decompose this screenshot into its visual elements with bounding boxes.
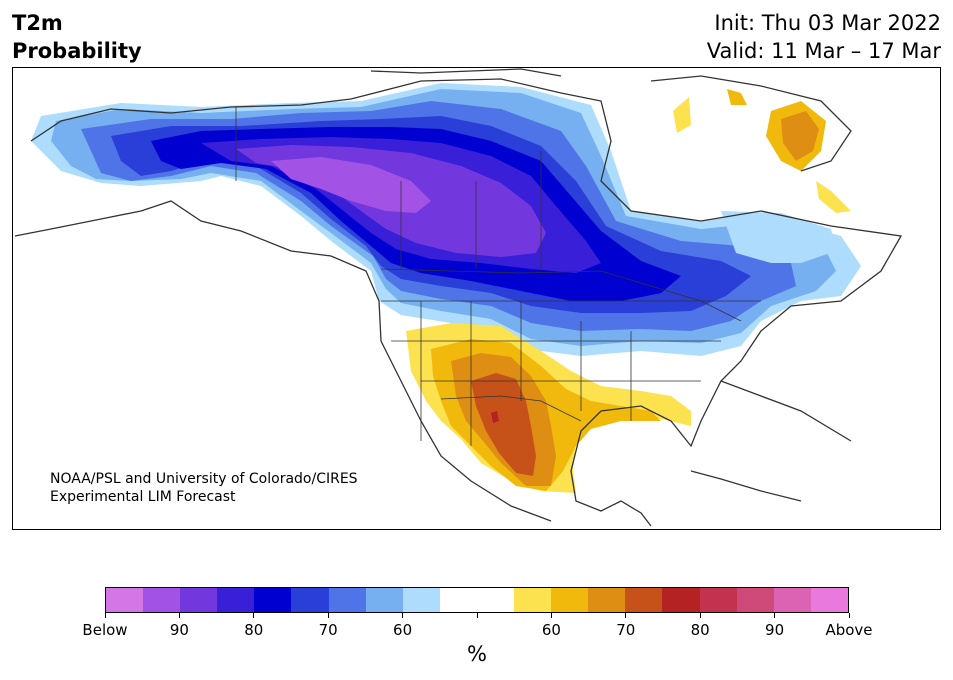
colorbar-tick-label: 80 <box>244 621 264 639</box>
above-band-greenland-5 <box>816 181 851 213</box>
colorbar-tick <box>774 613 776 618</box>
colorbar-tick-label: Above <box>825 621 873 639</box>
colorbar-segment <box>514 588 552 612</box>
colorbar-tick <box>550 613 552 618</box>
above-band-greenland-2 <box>781 111 819 161</box>
colorbar-segment <box>217 588 255 612</box>
title-line-2: Probability <box>12 39 142 63</box>
above-band-75 <box>491 411 499 423</box>
title-line-1: T2m <box>12 11 63 35</box>
below-band-90 <box>271 157 431 213</box>
colorbar-segment <box>551 588 589 612</box>
colorbar-segment <box>106 588 144 612</box>
map-panel: NOAA/PSL and University of Colorado/CIRE… <box>12 67 941 530</box>
map-title: T2m Probability <box>12 9 142 65</box>
colorbar-segment <box>662 588 700 612</box>
political-borders <box>235 106 761 446</box>
colorbar-segment <box>180 588 218 612</box>
credit-line-2: Experimental LIM Forecast <box>50 489 236 505</box>
colorbar-tick <box>625 613 627 618</box>
colorbar-segment <box>402 588 440 612</box>
colorbar-segment <box>699 588 737 612</box>
colorbar-tick-label: 90 <box>169 621 189 639</box>
above-band-greenland-3 <box>673 97 691 133</box>
colorbar-tick <box>699 613 701 618</box>
colorbar-tick-label: 90 <box>765 621 785 639</box>
colorbar-tick <box>848 613 850 618</box>
colorbar-segment <box>365 588 403 612</box>
colorbar-segment <box>588 588 626 612</box>
credit-line-1: NOAA/PSL and University of Colorado/CIRE… <box>50 471 358 487</box>
colorbar-segment <box>810 588 848 612</box>
valid-range: Valid: 11 Mar – 17 Mar <box>706 39 941 63</box>
above-band-greenland-4 <box>727 89 747 105</box>
colorbar-segment <box>291 588 329 612</box>
data-credit: NOAA/PSL and University of Colorado/CIRE… <box>50 470 358 506</box>
colorbar-units: % <box>467 642 487 666</box>
forecast-dates: Init: Thu 03 Mar 2022 Valid: 11 Mar – 17… <box>707 9 941 65</box>
colorbar-tick <box>327 613 329 618</box>
probability-map <box>14 68 903 527</box>
coastlines <box>14 68 903 527</box>
colorbar-segment <box>736 588 774 612</box>
colorbar-tick-label: Below <box>82 621 128 639</box>
colorbar-segment <box>143 588 181 612</box>
colorbar-tick <box>402 613 404 618</box>
colorbar-tick-label: 60 <box>393 621 413 639</box>
colorbar-segment <box>328 588 366 612</box>
colorbar-tick <box>104 613 106 618</box>
colorbar-tick-label: 70 <box>318 621 338 639</box>
colorbar-segment <box>625 588 663 612</box>
colorbar-tick-label: 70 <box>616 621 636 639</box>
colorbar-segment <box>476 588 515 612</box>
colorbar-segment <box>439 588 477 612</box>
colorbar-tick <box>476 613 478 618</box>
above-band-70 <box>471 373 536 476</box>
colorbar-segment <box>773 588 811 612</box>
colorbar-segment <box>254 588 292 612</box>
below-band-east-60 <box>721 211 836 263</box>
init-date: Init: Thu 03 Mar 2022 <box>714 11 941 35</box>
colorbar <box>105 587 849 613</box>
colorbar-tick-label: 60 <box>541 621 561 639</box>
colorbar-tick <box>178 613 180 618</box>
colorbar-tick-label: 80 <box>690 621 710 639</box>
colorbar-tick <box>253 613 255 618</box>
